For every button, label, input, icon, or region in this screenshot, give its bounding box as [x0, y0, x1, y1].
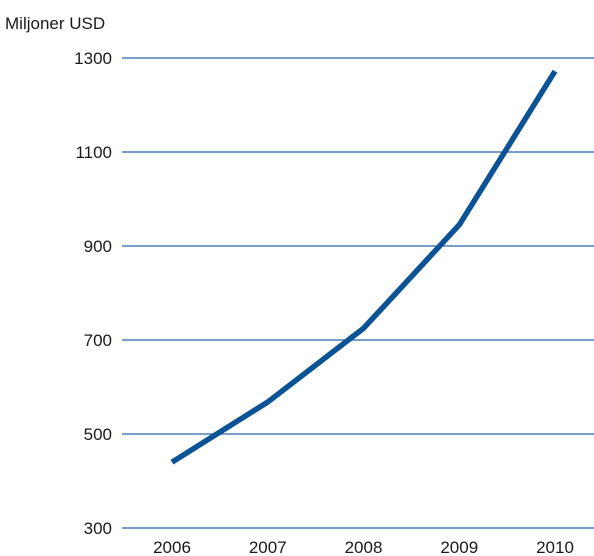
- y-tick-label-500: 500: [84, 425, 112, 444]
- y-tick-label-300: 300: [84, 519, 112, 538]
- x-tick-label-2008: 2008: [345, 538, 383, 556]
- y-axis-unit-label: Miljoner USD: [5, 14, 105, 33]
- gridlines: [122, 57, 594, 529]
- series-group: [170, 69, 558, 465]
- y-tick-label-1100: 1100: [75, 143, 112, 162]
- y-axis-tick-labels: 300 500 700 900 1100 1300: [74, 49, 112, 538]
- y-tick-label-1300: 1300: [74, 49, 112, 68]
- x-axis-tick-labels: 2006 2007 2008 2009 2010: [153, 538, 574, 556]
- x-tick-label-2006: 2006: [153, 538, 191, 556]
- x-tick-label-2007: 2007: [249, 538, 287, 556]
- series-line-0: [170, 69, 558, 465]
- y-tick-label-700: 700: [84, 331, 112, 350]
- y-tick-label-900: 900: [84, 237, 112, 256]
- x-tick-label-2010: 2010: [536, 538, 574, 556]
- x-tick-label-2009: 2009: [440, 538, 478, 556]
